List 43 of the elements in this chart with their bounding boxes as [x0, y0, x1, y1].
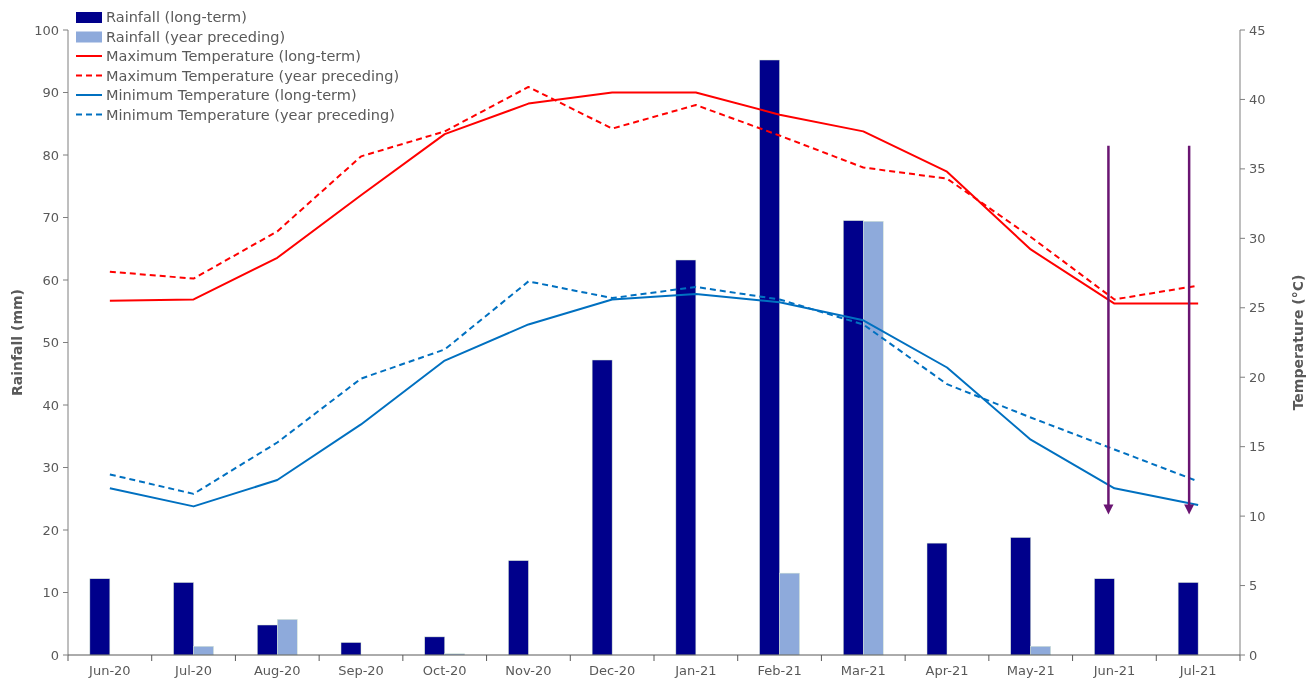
x-tick-label: Jul-20 — [174, 663, 213, 678]
x-tick-label: May-21 — [1006, 663, 1055, 678]
y2-axis-title: Temperature (°C) — [1290, 274, 1306, 411]
y2-tick-label: 10 — [1249, 508, 1266, 524]
y-tick-label: 70 — [42, 210, 59, 225]
y2-tick-label: 45 — [1249, 22, 1266, 38]
y-tick-label: 100 — [34, 22, 59, 38]
x-tick-label: Aug-20 — [253, 663, 301, 678]
x-tick-label: Jan-21 — [674, 663, 717, 678]
x-tick-label: Jun-21 — [1092, 663, 1136, 678]
legend-label: Minimum Temperature (year preceding) — [106, 106, 395, 123]
y2-tick-label: 0 — [1249, 647, 1258, 663]
y-tick-label: 80 — [42, 147, 59, 163]
legend-label: Maximum Temperature (long-term) — [106, 48, 361, 64]
y-tick-label: 0 — [50, 647, 59, 663]
y2-tick-label: 25 — [1249, 300, 1266, 316]
y2-tick-label: 40 — [1249, 91, 1266, 107]
x-tick-label: Apr-21 — [925, 663, 969, 678]
y-tick-label: 20 — [42, 522, 59, 538]
y2-tick-label: 35 — [1249, 161, 1266, 177]
x-tick-label: Dec-20 — [588, 663, 636, 678]
x-tick-label: Jun-20 — [88, 663, 131, 678]
legend-label: Rainfall (long-term) — [106, 9, 247, 25]
x-tick-label: Jul-21 — [1178, 663, 1217, 678]
x-tick-label: Nov-20 — [505, 663, 552, 678]
y-tick-label: 30 — [42, 460, 59, 475]
y-tick-label: 50 — [42, 335, 59, 350]
legend-label: Rainfall (year preceding) — [106, 28, 286, 45]
y2-tick-label: 15 — [1249, 439, 1266, 455]
legend-label: Maximum Temperature (year preceding) — [106, 67, 400, 84]
x-tick-label: Feb-21 — [757, 663, 802, 678]
y-tick-label: 90 — [42, 85, 59, 100]
y-tick-label: 40 — [42, 397, 59, 413]
y2-tick-label: 5 — [1249, 578, 1258, 594]
x-tick-label: Sep-20 — [338, 663, 384, 678]
legend-label: Minimum Temperature (long-term) — [106, 87, 357, 103]
x-tick-label: Mar-21 — [840, 663, 886, 678]
y2-tick-label: 20 — [1249, 369, 1266, 385]
y2-tick-label: 30 — [1249, 230, 1266, 246]
y-tick-label: 10 — [42, 585, 59, 600]
y-axis-title: Rainfall (mm) — [9, 289, 25, 396]
y-tick-label: 60 — [42, 272, 59, 288]
x-tick-label: Oct-20 — [422, 663, 467, 678]
